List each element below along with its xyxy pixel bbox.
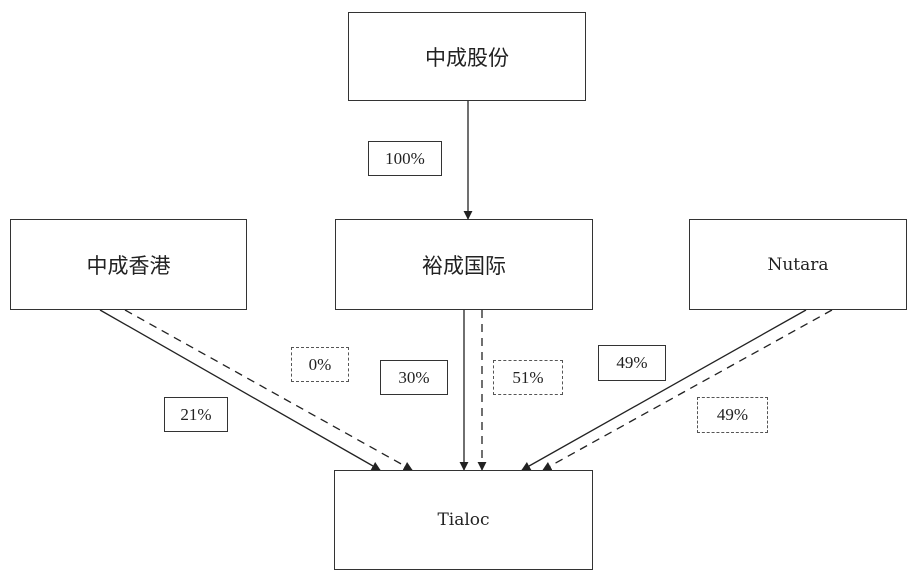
entity-zhongcheng-shares: 中成股份	[348, 12, 586, 101]
pct-hk-to-tialoc-dashed: 0%	[291, 347, 349, 382]
arrow-hk-to-tialoc-dashed	[124, 309, 413, 471]
entity-nutara: Nutara	[689, 219, 907, 310]
pct-hk-to-tialoc-solid: 21%	[164, 397, 228, 432]
entity-label: 中成香港	[86, 253, 171, 278]
entity-label: 中成股份	[425, 45, 509, 70]
entity-label: Tialoc	[437, 510, 490, 530]
entity-yucheng-intl: 裕成国际	[335, 219, 593, 310]
entity-label: 裕成国际	[422, 253, 506, 278]
arrow-nutara-to-tialoc-solid	[521, 309, 807, 471]
pct-yucheng-to-tialoc-solid: 30%	[380, 360, 448, 395]
entity-label: Nutara	[767, 254, 829, 275]
pct-nutara-to-tialoc-solid: 49%	[598, 345, 666, 381]
entity-zhongcheng-hk: 中成香港	[10, 219, 247, 310]
pct-nutara-to-tialoc-dashed: 49%	[697, 397, 768, 433]
pct-shares-to-yucheng: 100%	[368, 141, 442, 176]
arrow-nutara-to-tialoc-dashed	[542, 309, 833, 471]
arrow-hk-to-tialoc-solid	[99, 309, 381, 471]
pct-yucheng-to-tialoc-dashed: 51%	[493, 360, 563, 395]
entity-tialoc: Tialoc	[334, 470, 593, 570]
